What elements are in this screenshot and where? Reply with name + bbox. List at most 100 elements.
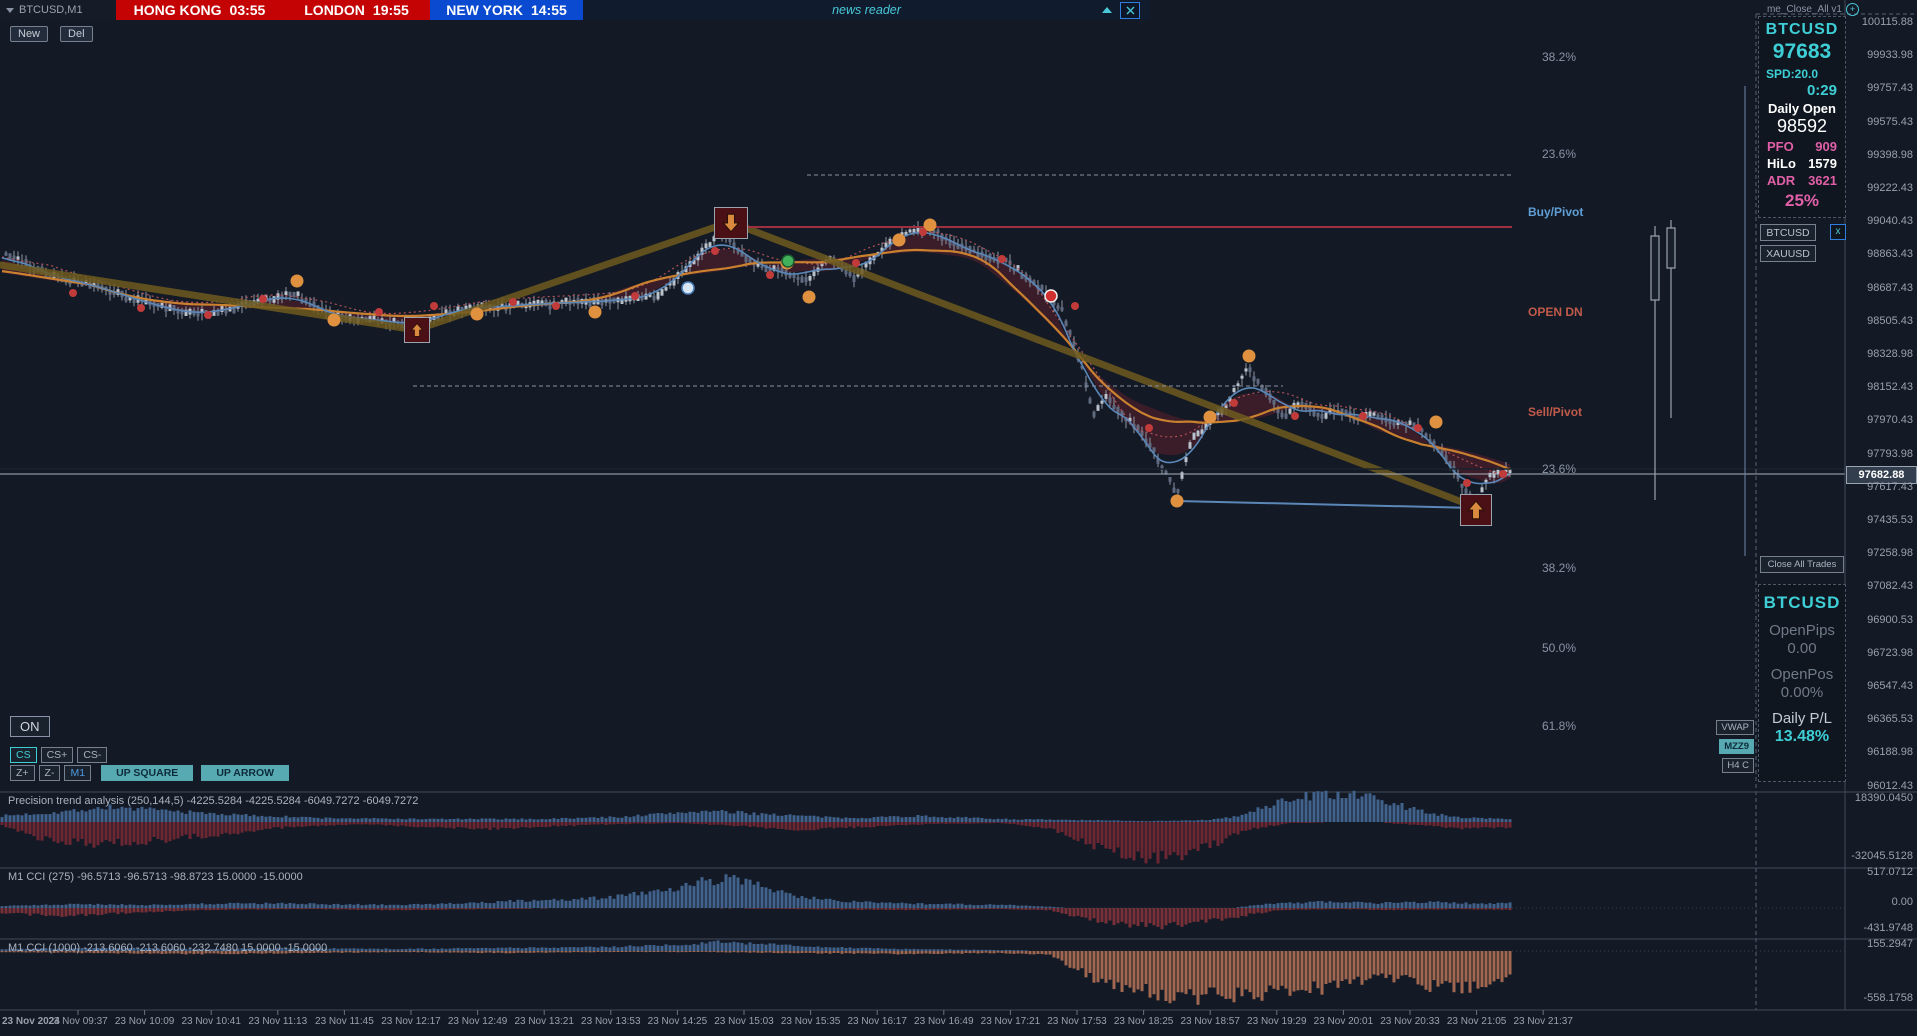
symbol-button-xauusd[interactable]: XAUUSD <box>1760 245 1816 262</box>
symbol-button-btcusd[interactable]: BTCUSD <box>1760 224 1816 241</box>
on-toggle-button[interactable]: ON <box>10 716 50 737</box>
price-tick: 99222.43 <box>1867 182 1913 194</box>
price-tick: 98152.43 <box>1867 381 1913 394</box>
time-label: 23 Nov 10:09 <box>114 1016 175 1027</box>
time-label: 23 Nov 16:49 <box>914 1016 974 1027</box>
up-arrow-marker[interactable] <box>1460 494 1492 526</box>
time-label: 23 Nov 17:21 <box>980 1016 1041 1027</box>
zigzag-trend-line[interactable] <box>0 218 1479 511</box>
indicator-toggle-mzz9[interactable]: MZZ9 <box>1719 739 1754 754</box>
time-label: 23 Nov 21:05 <box>1446 1016 1507 1027</box>
time-label: 23 Nov 09:37 <box>48 1016 108 1027</box>
cs-button-row: CS CS+ CS- <box>10 747 108 763</box>
close-all-trades-button[interactable]: Close All Trades <box>1760 556 1844 573</box>
time-label: 23 Nov 13:21 <box>514 1016 574 1027</box>
indicator-toggle-h4c[interactable]: H4 C <box>1722 758 1754 773</box>
del-button[interactable]: Del <box>60 26 93 42</box>
trend-cloud <box>2 234 1510 484</box>
current-price-tag: 97682.88 <box>1846 466 1917 484</box>
red-signal-dots[interactable] <box>69 228 1507 487</box>
hilo-row: HiLo 1579 <box>1759 156 1845 171</box>
candle-timer: 0:29 <box>1806 82 1837 99</box>
indicator-scale-tick: 517.0712 <box>1867 866 1913 878</box>
panel-close-button[interactable]: x <box>1830 224 1846 240</box>
event-markers[interactable] <box>681 254 1058 303</box>
cs-button-0[interactable]: CS <box>10 747 37 763</box>
chart-symbol-label: BTCUSD,M1 <box>19 4 83 16</box>
plus-circle-icon[interactable]: + <box>1846 3 1859 16</box>
daily-pl-value: 13.48% <box>1774 728 1830 745</box>
adr-row: ADR 3621 <box>1759 173 1845 188</box>
indicator-scale-tick: 155.2947 <box>1867 938 1913 950</box>
time-label: 23 Nov 15:35 <box>780 1016 841 1027</box>
close-icon[interactable] <box>1120 2 1140 19</box>
time-label: 23 Nov 18:25 <box>1113 1016 1174 1027</box>
session-clock-hong-kong: HONG KONG 03:55 <box>116 0 283 20</box>
price-tick: 99040.43 <box>1867 215 1913 228</box>
time-label: 23 Nov 14:25 <box>647 1016 708 1027</box>
indicator-histogram-1 <box>0 874 1845 930</box>
time-label: 23 Nov 20:33 <box>1380 1016 1440 1027</box>
price-tick: 96723.98 <box>1867 646 1913 659</box>
price-tick: 96188.98 <box>1867 746 1913 759</box>
open-pos-label: OpenPos <box>1770 666 1834 683</box>
time-label: 23 Nov 12:17 <box>381 1016 441 1027</box>
indicator-toggle-vwap[interactable]: VWAP <box>1716 720 1754 735</box>
time-axis[interactable]: 23 Nov 2024 23 Nov 09:37 23 Nov 10:09 23 No… <box>0 1012 1917 1036</box>
info-panel: BTCUSD 97683 SPD:20.0 0:29 Daily Open 98… <box>1758 16 1846 218</box>
pfo-value: 909 <box>1815 139 1837 154</box>
indicator-scale-tick: -558.1758 <box>1863 992 1913 1004</box>
collapse-icon[interactable] <box>1102 7 1112 13</box>
price-tick: 98687.43 <box>1867 281 1913 294</box>
time-label: 23 Nov 15:03 <box>714 1016 774 1027</box>
chevron-down-icon <box>6 7 14 13</box>
news-reader-title: news reader <box>832 3 901 17</box>
price-tick: 96547.43 <box>1867 680 1913 692</box>
zoom-button-1[interactable]: Z- <box>38 765 61 781</box>
time-label-date: 23 Nov 2024 <box>2 1016 60 1027</box>
price-axis[interactable]: 97682.88 100115.88 99933.98 99757.43 99575.… <box>1846 0 1917 1010</box>
cs-button-2[interactable]: CS- <box>77 747 108 763</box>
adr-percent: 25% <box>1784 191 1820 210</box>
daily-open-value: 98592 <box>1776 116 1828 136</box>
new-button[interactable]: New <box>10 26 49 42</box>
zoom-button-row: Z+ Z- M1 UP SQUARE UP ARROW <box>10 765 290 781</box>
price-tick: 99757.43 <box>1867 82 1913 95</box>
price-tick: 97617.43 <box>1867 480 1913 493</box>
down-arrow-marker[interactable] <box>714 207 748 239</box>
indicator-histogram-0 <box>0 790 1512 864</box>
time-label: 23 Nov 16:17 <box>847 1016 907 1027</box>
indicator-label-2: M1 CCI (1000) -213.6060 -213.6060 -232.7… <box>8 942 328 954</box>
script-name-label: me_Close_All v1 + <box>1767 3 1859 16</box>
price-tick: 100115.88 <box>1861 16 1913 28</box>
up-arrow-icon <box>1467 500 1485 520</box>
time-label: 23 Nov 17:53 <box>1047 1016 1107 1027</box>
indicator-label-0: Precision trend analysis (250,144,5) -42… <box>8 795 419 807</box>
up-arrow-button[interactable]: UP ARROW <box>201 765 290 781</box>
pfo-label: PFO <box>1767 139 1794 154</box>
indicator-scale-tick: -431.9748 <box>1863 922 1913 934</box>
indicator-scale-tick: -32045.5128 <box>1851 850 1913 862</box>
up-arrow-icon <box>410 322 424 337</box>
price-tick: 96365.53 <box>1867 713 1913 726</box>
up-arrow-marker[interactable] <box>404 317 430 343</box>
zoom-button-0[interactable]: Z+ <box>10 765 35 781</box>
cs-button-1[interactable]: CS+ <box>40 747 74 763</box>
support-segment-line[interactable] <box>1176 500 1476 509</box>
session-clock-new-york: NEW YORK 14:55 <box>430 0 583 20</box>
open-pips-value: 0.00 <box>1787 640 1817 657</box>
price-tick: 97082.43 <box>1867 580 1913 593</box>
indicator-toggle-labels: VWAP MZZ9 H4 C <box>1714 720 1754 773</box>
trade-panel: BTCUSD OpenPips 0.00 OpenPos 0.00% Daily… <box>1758 584 1846 782</box>
time-label: 23 Nov 19:29 <box>1247 1016 1307 1027</box>
zoom-button-2[interactable]: M1 <box>64 765 92 781</box>
price-tick: 99575.43 <box>1867 115 1913 128</box>
candlesticks <box>4 221 1512 508</box>
up-square-button[interactable]: UP SQUARE <box>101 765 194 781</box>
time-label: 23 Nov 13:53 <box>581 1016 641 1027</box>
price-tick: 98863.43 <box>1867 248 1913 261</box>
price-tick: 97970.43 <box>1867 414 1913 427</box>
time-label: 23 Nov 11:45 <box>315 1016 374 1027</box>
chart-symbol-selector[interactable]: BTCUSD,M1 <box>0 0 116 20</box>
price-tick: 96012.43 <box>1867 779 1913 792</box>
